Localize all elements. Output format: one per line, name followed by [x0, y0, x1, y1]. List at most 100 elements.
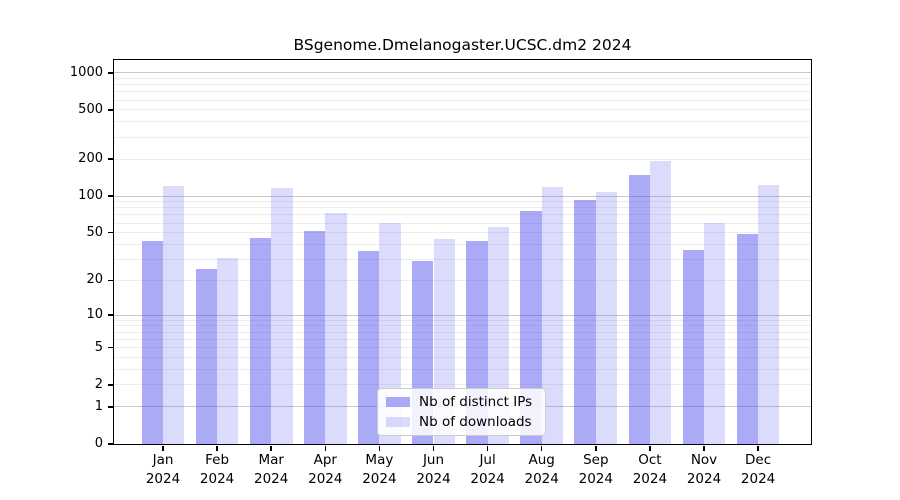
x-tick-label: Jan 2024 [131, 451, 195, 489]
x-tick-mark [432, 445, 435, 451]
y-tick-mark [107, 279, 113, 282]
bar-downloads-dec [758, 184, 780, 444]
bar-distinct-ips-sep [574, 199, 596, 444]
month-label: Feb [205, 452, 230, 468]
gridline-minor [114, 136, 811, 138]
gridline-minor [114, 319, 811, 321]
gridline-major [114, 314, 811, 316]
legend-label-downloads: Nb of downloads [419, 414, 532, 430]
bar-distinct-ips-aug [520, 211, 542, 444]
year-label: 2024 [254, 471, 289, 487]
gridline-minor [114, 369, 811, 370]
x-tick-label: Sep 2024 [564, 451, 628, 489]
x-tick-mark [649, 445, 651, 451]
year-label: 2024 [308, 471, 343, 487]
gridline-minor [114, 243, 811, 245]
y-tick-label: 10 [86, 307, 103, 323]
bar-distinct-ips-oct [628, 175, 650, 444]
x-tick-label: Mar 2024 [239, 451, 303, 489]
x-tick-label: Feb 2024 [185, 451, 249, 489]
y-tick-mark [107, 314, 113, 316]
bar-downloads-nov [704, 223, 726, 444]
x-tick-label: Aug 2024 [510, 451, 574, 489]
gridline-minor [114, 279, 811, 281]
bar-downloads-aug [541, 187, 564, 444]
gridline-minor [114, 338, 811, 340]
year-label: 2024 [470, 471, 505, 487]
bar-downloads-apr [325, 213, 347, 444]
gridline-minor [114, 77, 811, 79]
month-label: Jun [422, 452, 445, 468]
y-tick-mark [107, 72, 113, 74]
gridline-minor [114, 109, 811, 111]
y-tick-label: 5 [94, 339, 103, 355]
gridline-minor [114, 232, 811, 234]
x-tick-label: Oct 2024 [618, 451, 682, 489]
x-tick-mark [595, 445, 597, 451]
legend-swatch-downloads [386, 417, 410, 427]
year-label: 2024 [524, 471, 559, 487]
bar-distinct-ips-dec [736, 233, 759, 444]
y-tick-label: 0 [94, 436, 103, 451]
y-tick-label: 500 [78, 101, 103, 117]
legend: Nb of distinct IPs Nb of downloads [377, 388, 546, 436]
gridline-minor [114, 222, 811, 224]
x-tick-mark [703, 445, 705, 451]
y-tick-label: 2 [94, 376, 103, 392]
gridline-minor [114, 384, 811, 386]
bar-downloads-mar [271, 188, 293, 444]
y-tick-mark [107, 158, 113, 160]
month-label: Dec [745, 452, 772, 468]
bar-distinct-ips-nov [682, 249, 704, 444]
month-label: Jul [479, 452, 496, 468]
year-label: 2024 [686, 471, 722, 487]
x-tick-mark [270, 445, 272, 451]
gridline-minor [114, 347, 811, 349]
month-label: Aug [528, 452, 555, 468]
gridline-minor [114, 91, 811, 93]
bar-distinct-ips-jan [141, 240, 163, 444]
bar-distinct-ips-mar [249, 238, 272, 444]
year-label: 2024 [416, 471, 451, 487]
gridline-minor [114, 357, 811, 359]
bar-distinct-ips-may [358, 251, 380, 444]
gridline-minor [114, 84, 811, 86]
month-label: Jan [152, 452, 174, 468]
bar-distinct-ips-apr [303, 230, 326, 444]
year-label: 2024 [199, 471, 235, 487]
y-tick-mark [107, 109, 113, 111]
y-tick-mark [107, 443, 113, 445]
x-tick-mark [486, 445, 489, 451]
month-label: Sep [583, 452, 609, 468]
month-label: Apr [313, 452, 337, 468]
y-tick-label: 20 [86, 272, 103, 288]
x-tick-mark [216, 445, 218, 451]
gridline-minor [114, 121, 811, 123]
x-tick-label: Jul 2024 [456, 451, 520, 489]
x-tick-mark [540, 445, 543, 451]
bar-downloads-jan [163, 185, 185, 444]
y-tick-label: 50 [86, 224, 103, 240]
y-tick-mark [107, 231, 113, 234]
gridline-minor [114, 207, 811, 209]
year-label: 2024 [632, 471, 668, 487]
gridline-minor [114, 325, 811, 327]
y-tick-mark [107, 195, 113, 197]
year-label: 2024 [362, 471, 397, 487]
legend-item-downloads: Nb of downloads [386, 414, 537, 430]
x-tick-mark [757, 445, 759, 451]
y-tick-mark [107, 346, 113, 349]
gridline-minor [114, 158, 811, 160]
gridline-major [114, 195, 811, 197]
gridline-minor [114, 214, 811, 216]
y-tick-mark [107, 406, 113, 408]
gridline-minor [114, 201, 811, 203]
y-tick-label: 100 [78, 188, 103, 204]
y-tick-mark [107, 384, 113, 386]
x-tick-label: Jun 2024 [402, 451, 466, 489]
x-tick-mark [162, 445, 164, 451]
bar-downloads-sep [595, 191, 618, 444]
month-label: Mar [258, 452, 284, 468]
legend-swatch-distinct-ips [386, 397, 410, 407]
